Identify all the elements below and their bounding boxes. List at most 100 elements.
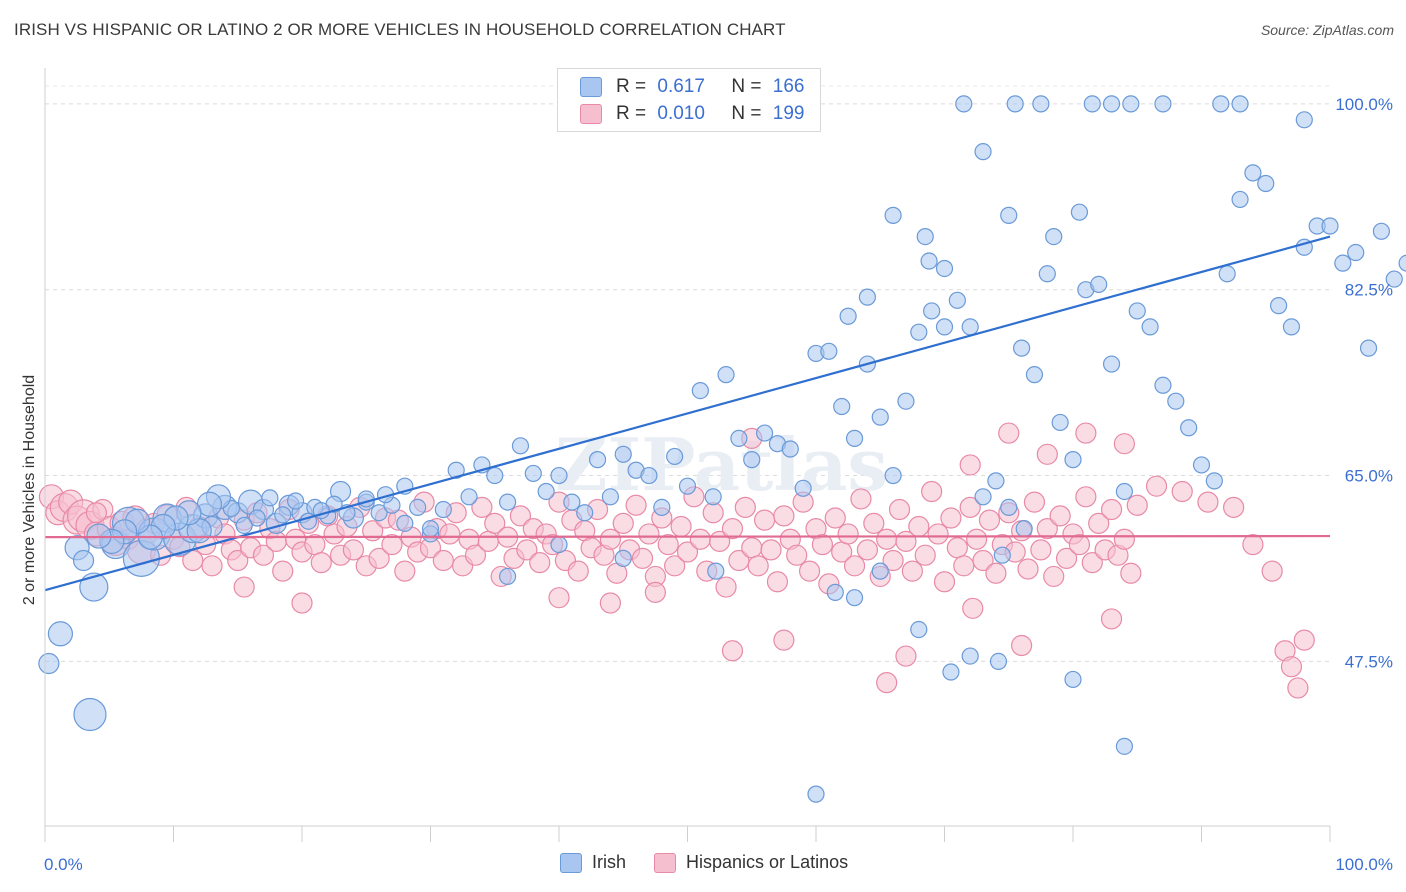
- irish-point: [755, 424, 774, 442]
- irish-point: [1347, 243, 1365, 262]
- hispanic-point: [972, 549, 994, 572]
- irish-point: [1244, 164, 1262, 182]
- hispanic-point: [1068, 533, 1091, 556]
- irish-point: [1070, 203, 1089, 221]
- legend-item-hispanic[interactable]: Hispanics or Latinos: [654, 852, 848, 873]
- hispanic-point: [1036, 443, 1058, 465]
- irish-point: [370, 504, 388, 522]
- hispanic-n-value: 199: [772, 103, 805, 124]
- irish-point: [961, 647, 979, 665]
- irish-swatch: [580, 77, 602, 97]
- irish-point: [974, 143, 992, 161]
- hispanic-point: [368, 547, 390, 569]
- hispanic-swatch: [580, 104, 602, 124]
- irish-point: [1180, 419, 1198, 437]
- irish-point: [1051, 413, 1069, 432]
- hispanic-point: [914, 544, 936, 566]
- irish-point: [640, 466, 658, 485]
- irish-point: [839, 307, 857, 325]
- irish-point: [434, 500, 452, 519]
- hispanic-point: [978, 509, 1001, 531]
- hispanic-point: [644, 581, 666, 603]
- irish-point: [666, 447, 684, 466]
- x-tick-label-max: 100.0%: [1335, 855, 1393, 874]
- irish-point: [460, 488, 478, 506]
- hispanic-point: [843, 555, 866, 577]
- irish-point: [38, 652, 60, 675]
- irish-point: [248, 509, 266, 527]
- irish-point: [1115, 482, 1134, 501]
- hispanic-point: [824, 507, 846, 529]
- irish-point: [614, 549, 632, 567]
- irish-point: [1015, 520, 1033, 538]
- irish-point: [1064, 451, 1082, 469]
- irish-point: [948, 291, 966, 309]
- hispanic-point: [548, 587, 570, 609]
- hispanic-point: [1100, 608, 1123, 630]
- irish-point: [1192, 456, 1211, 474]
- legend-item-irish[interactable]: Irish: [560, 852, 626, 873]
- hispanic-point: [599, 592, 622, 614]
- irish-point: [653, 498, 671, 517]
- irish-point: [550, 466, 568, 485]
- hispanic-point: [85, 502, 108, 524]
- hispanic-trend-line: [44, 534, 1331, 539]
- irish-r-value: 0.617: [657, 76, 705, 97]
- hispanic-point: [1030, 539, 1052, 561]
- irish-point: [1257, 174, 1275, 193]
- correlation-legend: R = 0.617 N = 166 R = 0.010 N = 199: [557, 68, 821, 132]
- irish-point: [845, 429, 864, 447]
- hispanic-point: [998, 422, 1020, 444]
- irish-point: [1218, 265, 1236, 283]
- hispanic-point: [946, 537, 968, 559]
- hispanic-point: [1100, 498, 1123, 521]
- irish-point: [935, 318, 954, 336]
- hispanic-point: [310, 552, 332, 574]
- irish-point: [1128, 302, 1146, 320]
- irish-point: [274, 506, 292, 524]
- hispanic-point: [1081, 552, 1103, 574]
- irish-point: [833, 397, 851, 416]
- hispanic-point: [1023, 491, 1046, 513]
- hispanic-point: [1120, 562, 1142, 584]
- hispanic-point: [265, 530, 287, 552]
- hispanic-r-value: 0.010: [657, 103, 705, 124]
- irish-point: [1102, 355, 1121, 373]
- hispanic-point: [1049, 505, 1071, 527]
- chart-title: IRISH VS HISPANIC OR LATINO 2 OR MORE VE…: [14, 20, 786, 39]
- irish-point: [993, 546, 1011, 564]
- hispanic-point: [1017, 558, 1039, 580]
- hispanic-point: [1075, 422, 1097, 444]
- irish-point: [486, 466, 504, 485]
- hispanic-point: [612, 512, 634, 534]
- trend-lines: [44, 235, 1331, 592]
- hispanic-point: [599, 528, 622, 550]
- hispanic-point: [529, 552, 551, 574]
- irish-point: [576, 504, 594, 522]
- irish-points: [38, 95, 1406, 803]
- hispanic-point: [1261, 560, 1283, 582]
- hispanic-point: [272, 560, 294, 582]
- irish-point: [73, 697, 107, 732]
- hispanic-point: [940, 507, 962, 529]
- hispanic-point: [1088, 512, 1110, 534]
- hispanic-legend-swatch: [654, 852, 677, 873]
- hispanic-point: [753, 509, 776, 531]
- hispanic-point: [1010, 634, 1033, 657]
- irish-point: [1359, 339, 1378, 357]
- hispanic-point: [638, 523, 660, 545]
- irish-point: [1212, 95, 1230, 113]
- irish-point: [1372, 222, 1391, 240]
- hispanic-point: [1126, 494, 1148, 516]
- irish-point: [1269, 297, 1288, 315]
- hispanic-point: [863, 512, 885, 534]
- hispanic-point: [721, 518, 744, 540]
- irish-point: [910, 620, 928, 639]
- hispanic-point: [1171, 480, 1193, 503]
- irish-point: [1205, 472, 1223, 490]
- irish-point: [47, 621, 74, 647]
- hispanic-point: [227, 549, 249, 572]
- irish-point: [1006, 95, 1024, 113]
- hispanic-point: [631, 547, 654, 569]
